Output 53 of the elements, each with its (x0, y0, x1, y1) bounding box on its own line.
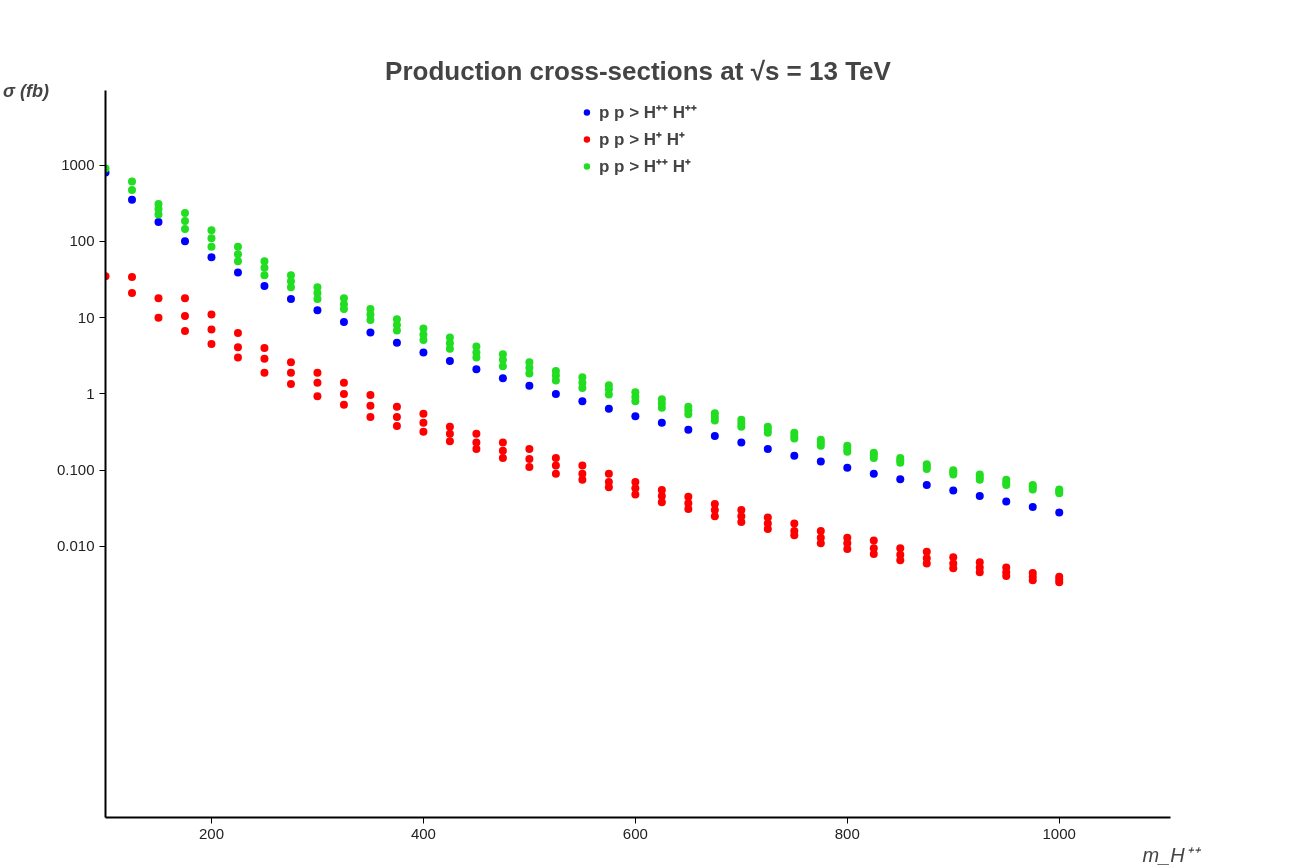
point (790, 451, 799, 460)
point (896, 475, 905, 484)
point (472, 365, 481, 374)
x-tick-label: 600 (622, 824, 648, 842)
point (366, 328, 375, 337)
point (127, 195, 136, 204)
point (207, 253, 216, 262)
chart-title: Production cross‑sections at √s = 13 TeV (385, 55, 892, 86)
point (260, 282, 269, 290)
point (737, 438, 746, 447)
point (763, 444, 772, 453)
point (657, 418, 666, 427)
y-axis-title: σ (fb) (3, 80, 49, 101)
point (949, 486, 958, 495)
point (816, 457, 825, 466)
y-tick-label: 0.010 (56, 537, 95, 555)
point (869, 469, 878, 478)
point (233, 268, 242, 277)
point (392, 338, 401, 347)
x-tick-label: 400 (410, 824, 436, 842)
point (339, 317, 348, 326)
y-tick-label: 100 (69, 232, 95, 250)
y-tick-label: 1000 (61, 156, 95, 174)
point (578, 397, 587, 406)
point (525, 381, 534, 390)
point (684, 425, 693, 434)
point (1002, 497, 1011, 506)
point (445, 357, 454, 366)
x-tick-label: 1000 (1042, 824, 1076, 842)
legend-label: p p > H⁺ H⁺ (598, 129, 686, 150)
point (604, 404, 613, 413)
point (498, 374, 507, 383)
y-tick-label: 1 (86, 384, 95, 402)
y-tick-label: 0.100 (56, 461, 95, 479)
point (1028, 502, 1037, 511)
x-tick-label: 800 (834, 824, 860, 842)
point (154, 217, 163, 226)
legend-label: p p > H⁺⁺ H⁺ (598, 156, 692, 177)
point (710, 432, 719, 441)
point (286, 295, 295, 304)
x-tick-label: 200 (198, 824, 224, 842)
point (419, 348, 428, 357)
point (180, 237, 189, 246)
legend-label: p p > H⁺⁺ H⁺⁺ (598, 102, 698, 123)
point (1055, 508, 1064, 517)
point (922, 481, 931, 489)
y-tick-label: 10 (77, 308, 95, 326)
point (631, 412, 640, 421)
point (975, 491, 984, 500)
point (551, 389, 560, 398)
x-axis-title: m_H⁺⁺ (1142, 843, 1202, 866)
point (843, 463, 852, 472)
point (313, 306, 322, 315)
